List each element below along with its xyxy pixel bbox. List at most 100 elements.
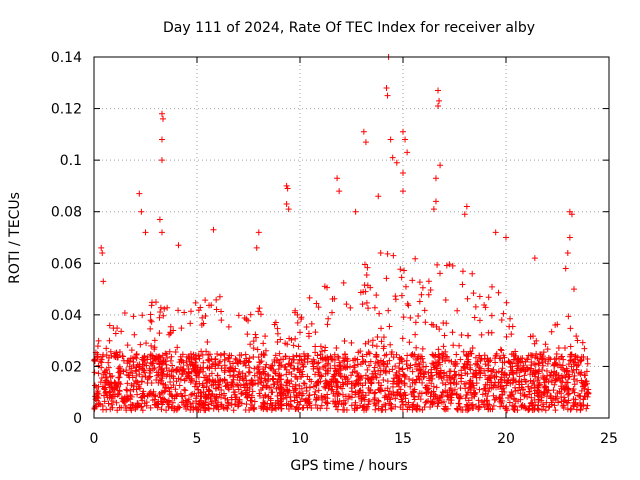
roti-point — [439, 380, 446, 387]
roti-point — [228, 382, 235, 389]
y-tick-label: 0.12 — [51, 102, 82, 118]
roti-point — [506, 371, 513, 378]
roti-point — [291, 397, 298, 404]
roti-point — [306, 392, 313, 399]
roti-point — [328, 379, 335, 386]
roti-point — [303, 323, 310, 330]
roti-point — [585, 386, 592, 393]
roti-point — [467, 348, 474, 355]
roti-point — [316, 365, 323, 372]
roti-point — [498, 317, 505, 324]
roti-point — [507, 363, 514, 370]
roti-point — [306, 384, 313, 391]
roti-point — [282, 353, 289, 360]
roti-point-peak — [430, 206, 437, 213]
roti-point — [317, 343, 324, 350]
roti-point — [451, 372, 458, 379]
roti-point — [276, 350, 283, 357]
roti-point — [335, 355, 342, 362]
roti-point — [194, 369, 201, 376]
roti-point — [573, 366, 580, 373]
roti-point — [371, 304, 378, 311]
roti-point-peak — [334, 175, 341, 182]
roti-point — [461, 364, 468, 371]
roti-point — [292, 335, 299, 342]
roti-point — [343, 406, 350, 413]
roti-point — [296, 382, 303, 389]
roti-point — [192, 299, 199, 306]
roti-point — [382, 392, 389, 399]
roti-point — [278, 372, 285, 379]
roti-point — [386, 394, 393, 401]
roti-point — [105, 364, 112, 371]
roti-point — [448, 387, 455, 394]
roti-point — [434, 261, 441, 268]
roti-point — [302, 398, 309, 405]
roti-point — [326, 382, 333, 389]
roti-point — [551, 402, 558, 409]
roti-point — [286, 369, 293, 376]
roti-point-peak — [138, 208, 145, 215]
roti-point — [509, 369, 516, 376]
roti-point — [564, 391, 571, 398]
roti-point — [542, 407, 549, 414]
roti-point — [568, 405, 575, 412]
roti-point — [409, 389, 416, 396]
roti-point — [498, 369, 505, 376]
roti-point — [327, 353, 334, 360]
roti-point — [318, 373, 325, 380]
roti-point — [134, 391, 141, 398]
roti-point — [447, 400, 454, 407]
roti-point — [394, 380, 401, 387]
roti-point — [349, 380, 356, 387]
roti-point — [274, 325, 281, 332]
roti-point — [436, 326, 443, 333]
roti-point — [255, 354, 262, 361]
roti-point — [398, 398, 405, 405]
roti-point-peak — [253, 244, 260, 251]
roti-point — [435, 346, 442, 353]
roti-point — [388, 351, 395, 358]
roti-point — [571, 372, 578, 379]
roti-point — [148, 379, 155, 386]
roti-point — [276, 359, 283, 366]
roti-point — [129, 355, 136, 362]
roti-point — [364, 366, 371, 373]
roti-point — [305, 330, 312, 337]
roti-point — [284, 379, 291, 386]
roti-point — [250, 345, 257, 352]
roti-point — [352, 381, 359, 388]
roti-point — [341, 363, 348, 370]
roti-point — [471, 371, 478, 378]
roti-point — [240, 381, 247, 388]
roti-point — [465, 389, 472, 396]
roti-point — [458, 372, 465, 379]
roti-point — [432, 393, 439, 400]
roti-point — [577, 356, 584, 363]
roti-point — [430, 383, 437, 390]
roti-point — [94, 343, 101, 350]
roti-point — [282, 363, 289, 370]
roti-point — [329, 296, 336, 303]
roti-point — [429, 375, 436, 382]
roti-point — [121, 309, 128, 316]
roti-point — [473, 380, 480, 387]
roti-point — [238, 352, 245, 359]
roti-point — [529, 380, 536, 387]
roti-point — [374, 333, 381, 340]
roti-point — [476, 352, 483, 359]
roti-point — [343, 301, 350, 308]
y-tick-label: 0.14 — [51, 50, 82, 66]
roti-point — [117, 366, 124, 373]
roti-point — [128, 382, 135, 389]
roti-point — [106, 370, 113, 377]
roti-point — [222, 395, 229, 402]
roti-point — [216, 293, 223, 300]
roti-point — [112, 384, 119, 391]
roti-point — [157, 354, 164, 361]
roti-point — [104, 394, 111, 401]
roti-point — [469, 405, 476, 412]
roti-point — [323, 405, 330, 412]
roti-point — [481, 385, 488, 392]
roti-point-peak — [255, 229, 262, 236]
